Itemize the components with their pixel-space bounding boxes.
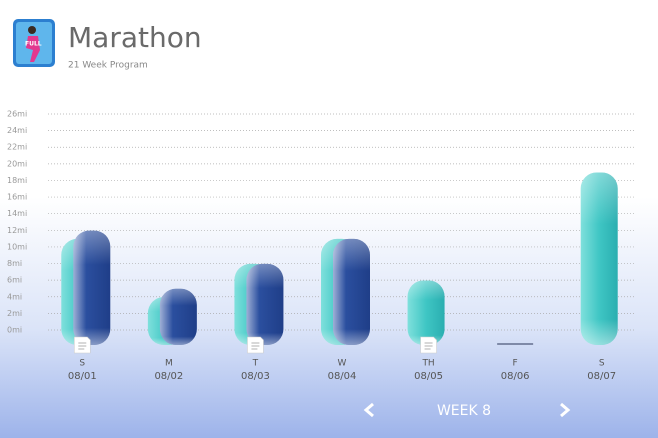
y-tick-label: 4mi — [7, 292, 22, 301]
bar-shine — [407, 280, 445, 345]
y-tick-label: 14mi — [7, 209, 27, 218]
app-icon: FULL — [13, 19, 55, 67]
date-label: 08/02 — [154, 371, 183, 382]
date-label: 08/04 — [328, 371, 357, 382]
y-tick-label: 6mi — [7, 276, 22, 285]
bar-shine — [73, 230, 111, 345]
plot: 0mi 2mi 4mi 6mi 8mi 10mi 12mi 14mi 16mi 18mi 20mi 2… — [7, 110, 634, 382]
y-tick-label: 0mi — [7, 326, 22, 335]
y-tick-label: 20mi — [7, 159, 27, 168]
x-tick-label: M — [165, 359, 173, 369]
note-icon — [73, 336, 91, 354]
bar-shine — [159, 288, 197, 345]
y-tick-label: 12mi — [7, 226, 27, 235]
y-tick-label: 22mi — [7, 143, 27, 152]
title: Marathon — [68, 21, 202, 54]
y-tick-label: 24mi — [7, 126, 27, 135]
y-tick-label: 16mi — [7, 193, 27, 202]
bar-shine — [580, 172, 618, 345]
y-tick-label: 26mi — [7, 110, 27, 119]
x-tick-label: F — [513, 359, 518, 369]
date-label: 08/01 — [68, 371, 97, 382]
note-lines — [78, 342, 87, 350]
y-tick-label: 18mi — [7, 176, 27, 185]
date-label: 08/06 — [501, 371, 530, 382]
note-icon — [420, 336, 437, 354]
week-label: WEEK 8 — [437, 403, 491, 419]
bar-shine — [333, 238, 370, 345]
x-tick-label: S — [599, 359, 605, 369]
y-tick-label: 2mi — [7, 309, 22, 318]
x-tick-label: T — [252, 359, 259, 369]
x-tick-label: S — [79, 359, 85, 369]
note-lines — [424, 342, 433, 350]
svg-text:FULL: FULL — [25, 41, 42, 48]
x-tick-label: TH — [421, 359, 434, 369]
y-tick-label: 10mi — [7, 242, 27, 251]
date-label: 08/05 — [414, 371, 443, 382]
bar-shine — [246, 263, 284, 345]
next-week[interactable] — [560, 402, 571, 418]
x-tick-label: W — [338, 359, 347, 369]
week-nav: WEEK 8 — [363, 402, 571, 419]
date-label: 08/07 — [587, 371, 616, 382]
note-icon — [247, 336, 264, 354]
prev-week[interactable] — [363, 402, 374, 418]
date-label: 08/03 — [241, 371, 270, 382]
note-lines — [251, 342, 260, 350]
y-tick-label: 8mi — [7, 259, 22, 268]
subtitle: 21 Week Program — [68, 61, 148, 71]
